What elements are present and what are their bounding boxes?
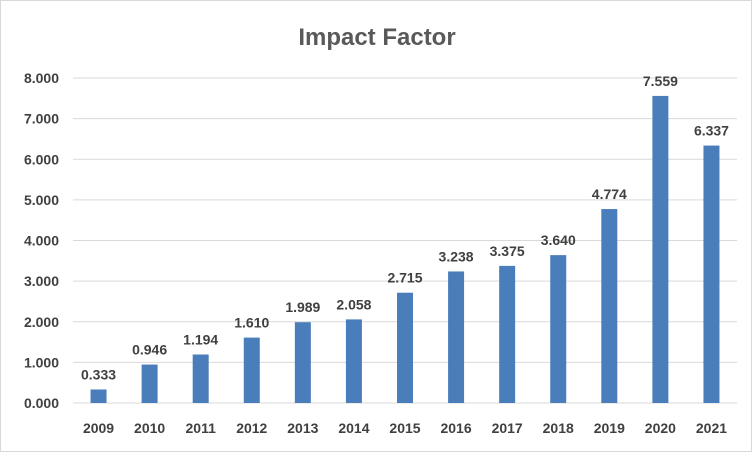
x-tick-label: 2021 xyxy=(696,420,727,436)
bar-2019 xyxy=(601,209,618,403)
y-tick-label: 7.000 xyxy=(24,111,59,127)
bars xyxy=(90,95,720,404)
bar-2017 xyxy=(499,265,516,403)
x-axis-tick-labels: 2009 2010 2011 2012 2013 2014 2015 2016 2017 2018… xyxy=(83,420,727,436)
data-label-2010: 0.946 xyxy=(132,342,167,358)
bar-2020 xyxy=(652,95,669,404)
bar-2021 xyxy=(703,145,720,403)
data-label-2013: 1.989 xyxy=(285,299,320,315)
data-label-2012: 1.610 xyxy=(234,315,269,331)
x-tick-label: 2013 xyxy=(287,420,318,436)
bar-2010 xyxy=(141,364,158,403)
y-tick-label: 6.000 xyxy=(24,151,59,167)
y-axis-tick-labels: 0.000 1.000 2.000 3.000 4.000 5.000 6.000 7.000… xyxy=(24,70,59,411)
y-tick-label: 4.000 xyxy=(24,233,59,249)
x-tick-label: 2015 xyxy=(389,420,420,436)
bar-2013 xyxy=(294,322,311,403)
x-tick-label: 2010 xyxy=(134,420,165,436)
x-tick-label: 2019 xyxy=(594,420,625,436)
data-label-2019: 4.774 xyxy=(592,186,627,202)
data-label-2018: 3.640 xyxy=(541,232,576,248)
y-tick-label: 0.000 xyxy=(24,395,59,411)
data-labels: 0.333 0.946 1.194 1.610 1.989 2.058 2.715 3.238… xyxy=(81,73,729,383)
x-tick-label: 2016 xyxy=(440,420,471,436)
data-label-2014: 2.058 xyxy=(336,296,371,312)
bar-2016 xyxy=(448,271,465,403)
data-label-2016: 3.238 xyxy=(439,248,474,264)
gridlines xyxy=(73,77,737,404)
bar-2018 xyxy=(550,255,567,403)
y-tick-label: 3.000 xyxy=(24,273,59,289)
x-tick-label: 2009 xyxy=(83,420,114,436)
y-tick-label: 1.000 xyxy=(24,354,59,370)
x-tick-label: 2012 xyxy=(236,420,267,436)
bar-2012 xyxy=(243,337,260,403)
bar-2014 xyxy=(345,319,362,403)
x-tick-label: 2014 xyxy=(338,420,369,436)
bar-2011 xyxy=(192,354,209,403)
chart-title: Impact Factor xyxy=(298,24,455,51)
data-label-2009: 0.333 xyxy=(81,366,116,382)
data-label-2015: 2.715 xyxy=(387,270,422,286)
y-tick-label: 8.000 xyxy=(24,70,59,86)
x-tick-label: 2017 xyxy=(492,420,523,436)
data-label-2020: 7.559 xyxy=(643,73,678,89)
bar-2009 xyxy=(90,389,107,403)
data-label-2017: 3.375 xyxy=(490,243,525,259)
data-label-2021: 6.337 xyxy=(694,123,729,139)
bar-2015 xyxy=(397,292,413,403)
x-tick-label: 2020 xyxy=(645,420,676,436)
y-tick-label: 2.000 xyxy=(24,314,59,330)
x-tick-label: 2018 xyxy=(543,420,574,436)
data-label-2011: 1.194 xyxy=(183,331,218,347)
x-tick-label: 2011 xyxy=(186,420,217,436)
y-tick-label: 5.000 xyxy=(24,192,59,208)
